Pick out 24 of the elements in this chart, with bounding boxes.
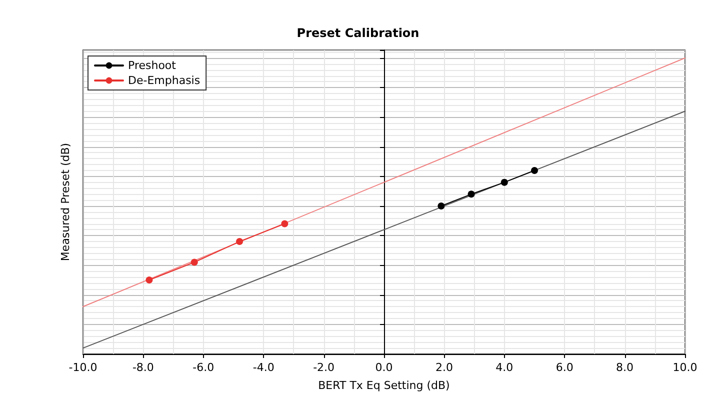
- x-tick-label: 6.0: [556, 361, 574, 374]
- legend-label: De-Emphasis: [128, 74, 200, 87]
- x-axis-title: BERT Tx Eq Setting (dB): [318, 379, 450, 392]
- point: [438, 202, 445, 210]
- x-tick-label: 0.0: [375, 361, 393, 374]
- point: [281, 220, 288, 228]
- point: [500, 178, 508, 186]
- x-tick-label: -4.0: [252, 361, 274, 374]
- point: [190, 258, 198, 266]
- x-tick-label: -6.0: [192, 361, 214, 374]
- point: [146, 276, 153, 284]
- point: [531, 166, 538, 174]
- point: [236, 238, 244, 246]
- x-tick-label: 10.0: [672, 361, 698, 374]
- x-tick-label: -10.0: [68, 361, 98, 374]
- x-tick-label: 8.0: [616, 361, 634, 374]
- y-axis-title: Measured Preset (dB): [59, 142, 72, 262]
- x-tick-label: 4.0: [496, 361, 514, 374]
- legend-label: Preshoot: [128, 59, 177, 72]
- point: [468, 190, 475, 198]
- x-tick-label: -8.0: [132, 361, 154, 374]
- chart-title: Preset Calibration: [296, 26, 420, 40]
- x-tick-label: 2.0: [435, 361, 453, 374]
- x-tick-label: -2.0: [313, 361, 335, 374]
